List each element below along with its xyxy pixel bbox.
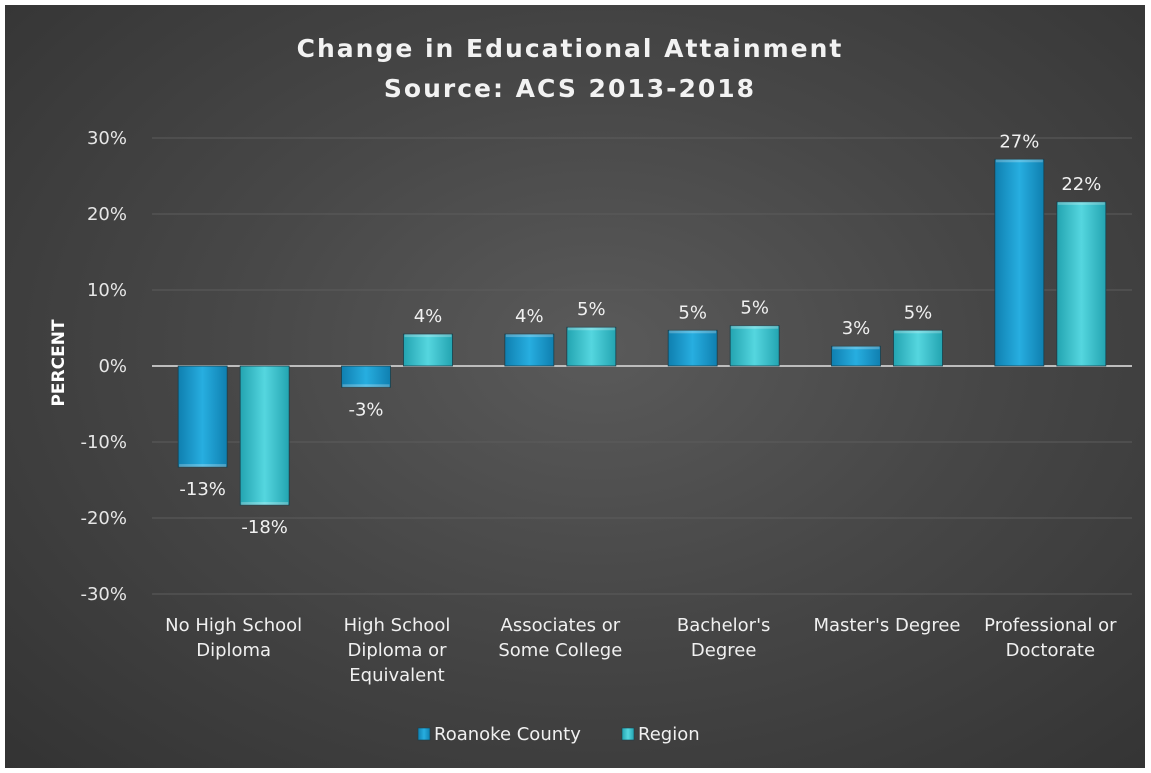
data-label: 4% — [515, 306, 544, 327]
bar-region — [729, 325, 780, 367]
bar-region — [239, 365, 290, 506]
bar-region — [403, 333, 453, 367]
chart-area: Change in Educational Attainment Source:… — [5, 5, 1145, 768]
bar-region — [566, 326, 617, 367]
bar-roanoke-county — [831, 345, 881, 367]
category-label: High School Diploma or Equivalent — [344, 615, 451, 686]
legend-swatch — [417, 727, 431, 741]
data-label: 4% — [414, 306, 443, 327]
bar-highlight — [669, 330, 717, 334]
bar-highlight — [894, 330, 942, 334]
legend-label: Roanoke County — [434, 724, 581, 745]
y-tick-label: -20% — [80, 508, 127, 529]
data-label: 5% — [577, 299, 606, 320]
y-axis-label: PERCENT — [49, 319, 69, 406]
y-tick-label: 20% — [87, 204, 127, 225]
bar-roanoke-county — [994, 158, 1045, 367]
bar-region — [893, 329, 943, 367]
data-label: -13% — [179, 479, 226, 500]
bar-region — [1056, 201, 1107, 367]
bar-chart: Change in Educational Attainment Source:… — [49, 34, 1132, 745]
chart-title: Change in Educational Attainment — [297, 34, 844, 63]
bar-highlight — [505, 334, 553, 338]
y-tick-label: 30% — [87, 128, 127, 149]
bar-roanoke-county — [667, 329, 718, 367]
y-tick-label: 10% — [87, 280, 127, 301]
bar-roanoke-county — [341, 365, 391, 388]
category-label: Bachelor's Degree — [677, 615, 771, 661]
bar-roanoke-county — [504, 333, 555, 367]
data-label: -3% — [348, 399, 383, 420]
legend-label: Region — [638, 724, 700, 745]
data-label: 5% — [904, 302, 933, 323]
category-label: Associates or Some College — [498, 615, 622, 661]
category-label: Master's Degree — [813, 615, 960, 636]
bar-roanoke-county — [177, 365, 228, 468]
data-label: 22% — [1061, 174, 1101, 195]
legend-swatch — [621, 727, 635, 741]
bar-highlight — [567, 327, 615, 331]
bar-highlight — [241, 502, 289, 506]
bar-highlight — [1057, 201, 1105, 205]
data-label: 5% — [678, 302, 707, 323]
category-label: No High School Diploma — [165, 615, 302, 661]
bar-highlight — [342, 384, 390, 388]
bar-highlight — [404, 334, 452, 338]
legend: Roanoke County Region — [417, 724, 700, 745]
bar-highlight — [731, 325, 779, 329]
y-tick-label: -30% — [80, 584, 127, 605]
y-tick-label: 0% — [98, 356, 127, 377]
data-label: 5% — [740, 298, 769, 319]
y-tick-label: -10% — [80, 432, 127, 453]
data-label: 3% — [842, 318, 871, 339]
category-label: Professional or Doctorate — [984, 615, 1117, 661]
bar-highlight — [179, 464, 227, 468]
chart-subtitle: Source: ACS 2013-2018 — [384, 74, 756, 103]
bar-highlight — [832, 346, 880, 350]
data-label: -18% — [241, 517, 288, 538]
data-label: 27% — [999, 131, 1039, 152]
bar-highlight — [995, 159, 1043, 163]
